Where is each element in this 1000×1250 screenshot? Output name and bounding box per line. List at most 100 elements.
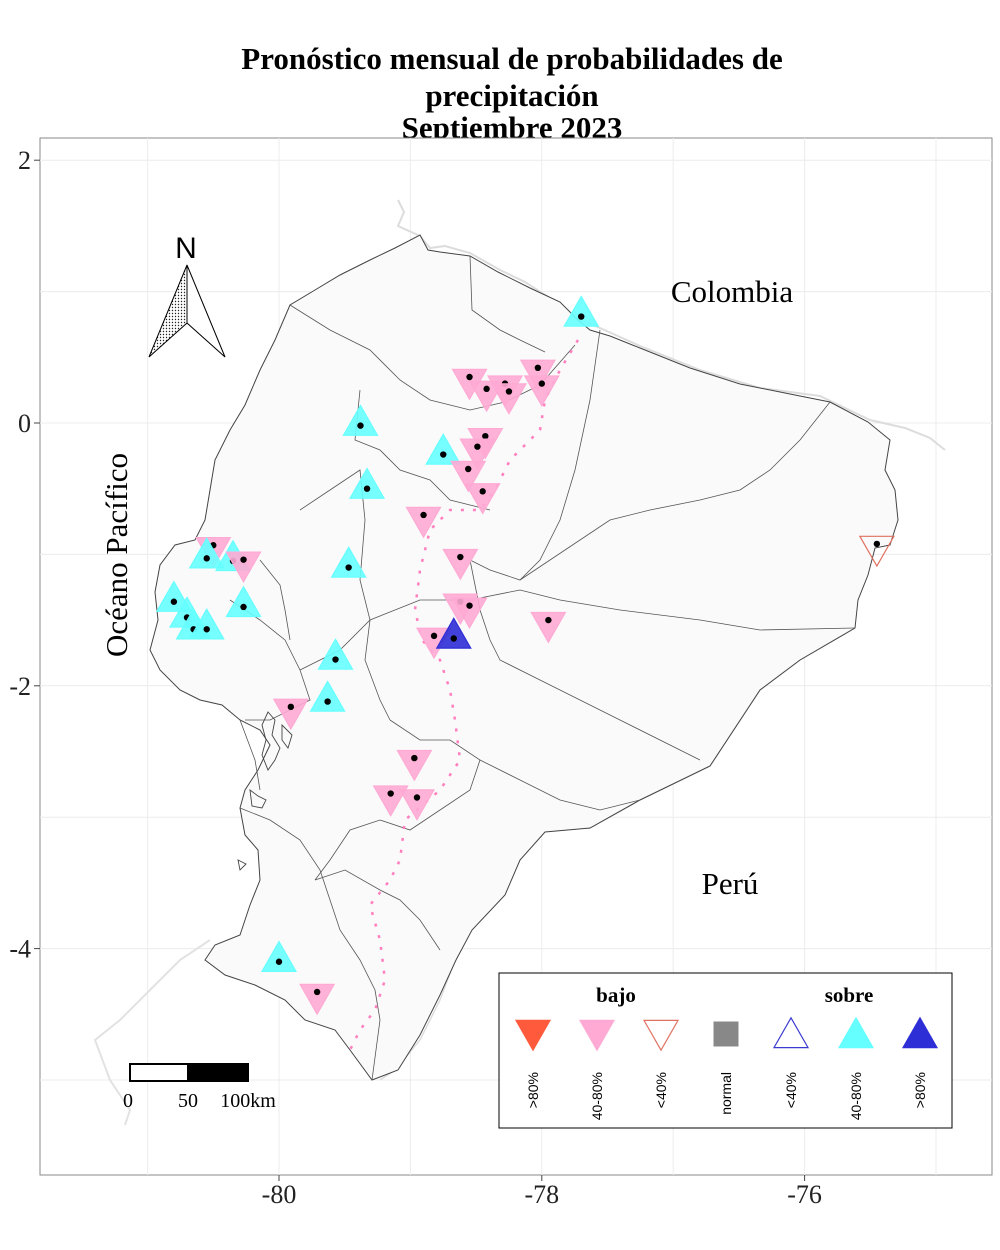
y-axis: 2 0 -2 -4 [9, 146, 40, 964]
station-triangle-down [405, 506, 442, 539]
station-marker [372, 785, 409, 817]
station-marker [464, 483, 501, 515]
legend-label-sobre-40-80: 40-80% [848, 1072, 864, 1120]
station-marker [563, 295, 600, 327]
scale-bar: 0 50 100km [123, 1063, 276, 1112]
station-triangle-up [349, 467, 386, 499]
station-dot [420, 511, 427, 519]
station-marker [309, 680, 346, 712]
legend-symbol-bajo-lt40 [642, 1019, 680, 1052]
station-dot [357, 422, 364, 429]
legend-label-sobre-gt80: >80% [912, 1072, 928, 1108]
station-marker [490, 383, 527, 415]
legend-symbol-sobre-lt40 [772, 1016, 810, 1049]
station-marker [435, 617, 472, 649]
station-triangle-down [459, 438, 496, 471]
legend-header-bajo: bajo [596, 983, 636, 1007]
station-marker [260, 940, 298, 972]
station-marker [396, 749, 433, 782]
legend-box [498, 972, 953, 1129]
scale-label-100km: 100km [220, 1090, 276, 1112]
legend-symbol-sobre-40-80 [837, 1016, 875, 1049]
legend-symbol-bajo-gt80 [514, 1019, 552, 1052]
station-marker [442, 548, 479, 581]
station-marker [349, 467, 386, 499]
station-marker [225, 551, 262, 584]
station-dot [430, 632, 438, 640]
station-triangle-down [225, 551, 262, 584]
x-tick-label: -78 [524, 1180, 559, 1209]
station-dot [534, 364, 542, 372]
station-marker [299, 983, 336, 1016]
label-pacific-ocean: Océano Pacífico [99, 453, 134, 657]
station-triangle-down [519, 359, 556, 392]
station-dot [873, 540, 881, 548]
station-dot [387, 790, 394, 797]
station-dot [450, 635, 457, 642]
station-triangle-up [425, 433, 462, 465]
station-triangle-down [372, 785, 409, 817]
station-triangle-down [398, 789, 436, 821]
station-dot [538, 380, 545, 387]
station-marker [398, 789, 436, 821]
map-title-line-1: Pronóstico mensual de probabilidades de [241, 41, 783, 76]
station-markers [155, 295, 895, 1016]
station-triangle-up [563, 295, 600, 327]
station-dot [203, 626, 210, 633]
province-boundaries [229, 255, 856, 1081]
station-marker [519, 359, 556, 392]
station-dot [466, 602, 473, 609]
station-triangle-down [490, 383, 527, 415]
station-triangle-down [450, 460, 487, 493]
station-dot [313, 988, 321, 996]
station-dot [505, 388, 513, 395]
legend-label-normal: normal [718, 1072, 734, 1115]
x-axis: -80 -78 -76 [262, 1175, 822, 1209]
station-marker [272, 698, 309, 731]
station-triangle-down [464, 483, 501, 515]
gulf-islands [237, 711, 293, 871]
y-tick-label: -4 [9, 935, 31, 964]
station-dot [474, 443, 481, 450]
station-marker [530, 611, 567, 644]
station-marker [317, 638, 354, 670]
legend-symbol-bajo-40-80 [578, 1019, 616, 1052]
station-triangle-up [309, 680, 346, 712]
ecuador-outline [149, 234, 899, 1081]
station-marker [450, 460, 487, 493]
station-dot [240, 603, 247, 611]
station-marker [330, 546, 367, 578]
station-dot [287, 703, 295, 711]
administrative-dotted-line [348, 339, 580, 1051]
label-peru: Perú [702, 866, 759, 901]
station-dot [324, 698, 331, 705]
station-triangle-down [523, 375, 560, 407]
y-tick-label: 0 [18, 409, 31, 438]
label-colombia: Colombia [671, 274, 794, 309]
legend-label-sobre-lt40: <40% [783, 1072, 799, 1108]
station-marker [405, 506, 442, 539]
station-triangle-down [530, 611, 567, 644]
station-triangle-up [330, 546, 367, 578]
station-marker [425, 433, 462, 465]
y-tick-label: 2 [18, 146, 31, 175]
station-triangle-down [858, 535, 895, 568]
x-tick-label: -80 [262, 1180, 297, 1209]
station-dot [457, 553, 464, 561]
station-dot [413, 794, 421, 801]
legend-label-bajo-40-80: 40-80% [589, 1072, 605, 1120]
station-dot [482, 432, 489, 440]
legend-symbol-sobre-gt80 [901, 1016, 939, 1049]
legend: bajo sobre >80% 40-80% <40% normal <40% 40-80… [498, 972, 953, 1129]
station-triangle-up [342, 404, 379, 436]
x-tick-label: -76 [787, 1180, 822, 1209]
station-dot [545, 616, 552, 624]
scale-label-0: 0 [123, 1090, 133, 1112]
station-triangle-up [435, 617, 472, 649]
station-marker [342, 404, 379, 436]
station-marker [451, 597, 488, 630]
station-dot [578, 313, 585, 320]
y-tick-label: -2 [9, 672, 31, 701]
coast-peru-line [93, 939, 211, 1126]
